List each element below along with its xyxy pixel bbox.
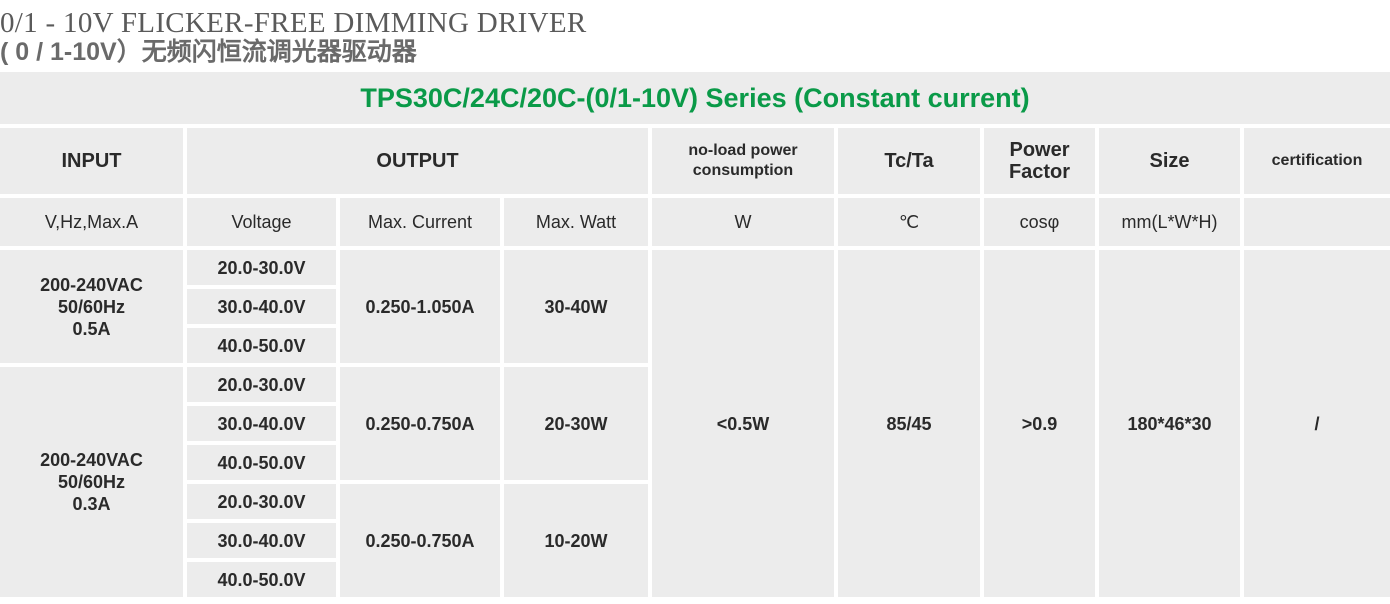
unit-noload: W (652, 198, 834, 246)
header-size: Size (1099, 128, 1240, 194)
voltage-cell: 40.0-50.0V (187, 328, 336, 363)
voltage-cell: 30.0-40.0V (187, 523, 336, 558)
voltage-cell: 30.0-40.0V (187, 289, 336, 324)
header-tcta: Tc/Ta (838, 128, 980, 194)
heading-english: 0/1 - 10V FLICKER-FREE DIMMING DRIVER (0, 7, 587, 39)
watt-cell: 30-40W (504, 250, 648, 363)
voltage-cell: 20.0-30.0V (187, 250, 336, 285)
header-power-factor: Power Factor (984, 128, 1095, 194)
voltage-cell: 40.0-50.0V (187, 445, 336, 480)
heading-chinese: ( 0 / 1-10V）无频闪恒流调光器驱动器 (0, 38, 417, 66)
unit-cert (1244, 198, 1390, 246)
current-cell: 0.250-1.050A (340, 250, 500, 363)
unit-tcta: ℃ (838, 198, 980, 246)
header-input: INPUT (0, 128, 183, 194)
unit-current: Max. Current (340, 198, 500, 246)
pf-cell: >0.9 (984, 250, 1095, 597)
voltage-cell: 20.0-30.0V (187, 367, 336, 402)
current-cell: 0.250-0.750A (340, 484, 500, 597)
cert-cell: / (1244, 250, 1390, 597)
header-output: OUTPUT (187, 128, 648, 194)
size-cell: 180*46*30 (1099, 250, 1240, 597)
spec-table: TPS30C/24C/20C-(0/1-10V) Series (Constan… (0, 72, 1390, 597)
unit-input: V,Hz,Max.A (0, 198, 183, 246)
unit-size: mm(L*W*H) (1099, 198, 1240, 246)
tcta-cell: 85/45 (838, 250, 980, 597)
header-certification: certification (1244, 128, 1390, 194)
voltage-cell: 40.0-50.0V (187, 562, 336, 597)
unit-voltage: Voltage (187, 198, 336, 246)
header-noload: no-load power consumption (652, 128, 834, 194)
watt-cell: 10-20W (504, 484, 648, 597)
watt-cell: 20-30W (504, 367, 648, 480)
page-heading: 0/1 - 10V FLICKER-FREE DIMMING DRIVER ( … (0, 0, 1390, 72)
input-cell: 200-240VAC 50/60Hz 0.3A (0, 367, 183, 597)
voltage-cell: 30.0-40.0V (187, 406, 336, 441)
unit-pf: cosφ (984, 198, 1095, 246)
voltage-cell: 20.0-30.0V (187, 484, 336, 519)
current-cell: 0.250-0.750A (340, 367, 500, 480)
unit-watt: Max. Watt (504, 198, 648, 246)
series-title: TPS30C/24C/20C-(0/1-10V) Series (Constan… (0, 72, 1390, 124)
input-cell: 200-240VAC 50/60Hz 0.5A (0, 250, 183, 363)
noload-cell: <0.5W (652, 250, 834, 597)
